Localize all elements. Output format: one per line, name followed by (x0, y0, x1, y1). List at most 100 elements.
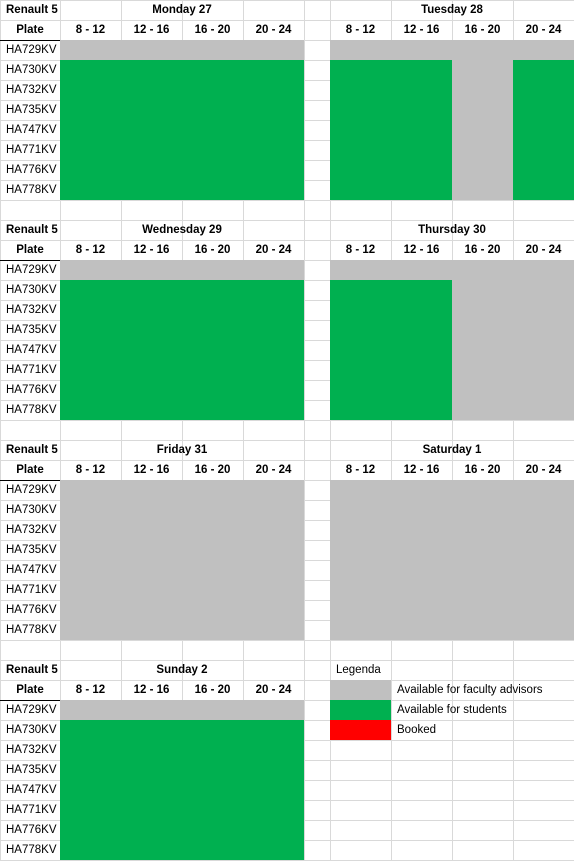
availability-cell[interactable] (243, 620, 304, 640)
availability-cell[interactable] (60, 360, 121, 380)
availability-cell[interactable] (121, 720, 182, 740)
availability-cell[interactable] (182, 260, 243, 280)
availability-cell[interactable] (60, 400, 121, 420)
availability-cell[interactable] (391, 380, 452, 400)
availability-cell[interactable] (182, 80, 243, 100)
availability-cell[interactable] (330, 560, 391, 580)
availability-cell[interactable] (182, 840, 243, 860)
availability-cell[interactable] (121, 500, 182, 520)
availability-cell[interactable] (452, 120, 513, 140)
availability-cell[interactable] (452, 580, 513, 600)
availability-cell[interactable] (182, 100, 243, 120)
availability-cell[interactable] (330, 120, 391, 140)
availability-cell[interactable] (330, 100, 391, 120)
availability-cell[interactable] (513, 320, 574, 340)
availability-cell[interactable] (60, 280, 121, 300)
availability-cell[interactable] (391, 140, 452, 160)
availability-cell[interactable] (452, 560, 513, 580)
availability-cell[interactable] (452, 500, 513, 520)
availability-cell[interactable] (452, 160, 513, 180)
availability-cell[interactable] (182, 360, 243, 380)
availability-cell[interactable] (330, 160, 391, 180)
availability-cell[interactable] (513, 560, 574, 580)
availability-cell[interactable] (182, 760, 243, 780)
availability-cell[interactable] (182, 800, 243, 820)
availability-cell[interactable] (182, 700, 243, 720)
availability-cell[interactable] (121, 480, 182, 500)
availability-cell[interactable] (330, 600, 391, 620)
availability-cell[interactable] (121, 540, 182, 560)
availability-cell[interactable] (182, 300, 243, 320)
availability-cell[interactable] (513, 540, 574, 560)
availability-cell[interactable] (243, 320, 304, 340)
availability-cell[interactable] (513, 600, 574, 620)
availability-cell[interactable] (330, 320, 391, 340)
availability-cell[interactable] (182, 120, 243, 140)
availability-cell[interactable] (391, 360, 452, 380)
availability-cell[interactable] (60, 700, 121, 720)
availability-cell[interactable] (60, 480, 121, 500)
availability-cell[interactable] (121, 620, 182, 640)
availability-cell[interactable] (243, 340, 304, 360)
availability-cell[interactable] (330, 60, 391, 80)
availability-cell[interactable] (182, 740, 243, 760)
availability-cell[interactable] (60, 820, 121, 840)
availability-cell[interactable] (121, 520, 182, 540)
availability-cell[interactable] (513, 500, 574, 520)
availability-cell[interactable] (513, 340, 574, 360)
availability-cell[interactable] (452, 360, 513, 380)
availability-cell[interactable] (513, 100, 574, 120)
availability-cell[interactable] (60, 840, 121, 860)
availability-cell[interactable] (182, 40, 243, 60)
availability-cell[interactable] (513, 620, 574, 640)
availability-cell[interactable] (182, 60, 243, 80)
availability-cell[interactable] (121, 800, 182, 820)
availability-cell[interactable] (182, 820, 243, 840)
availability-cell[interactable] (243, 780, 304, 800)
availability-cell[interactable] (60, 260, 121, 280)
availability-cell[interactable] (391, 100, 452, 120)
availability-cell[interactable] (60, 120, 121, 140)
availability-cell[interactable] (243, 360, 304, 380)
availability-cell[interactable] (513, 260, 574, 280)
availability-cell[interactable] (391, 400, 452, 420)
availability-cell[interactable] (121, 760, 182, 780)
availability-cell[interactable] (60, 740, 121, 760)
availability-cell[interactable] (452, 520, 513, 540)
availability-cell[interactable] (121, 260, 182, 280)
availability-cell[interactable] (243, 400, 304, 420)
availability-cell[interactable] (391, 500, 452, 520)
availability-cell[interactable] (330, 620, 391, 640)
availability-cell[interactable] (182, 780, 243, 800)
availability-cell[interactable] (330, 480, 391, 500)
availability-cell[interactable] (391, 480, 452, 500)
availability-cell[interactable] (330, 500, 391, 520)
availability-cell[interactable] (513, 280, 574, 300)
availability-cell[interactable] (391, 620, 452, 640)
availability-cell[interactable] (391, 580, 452, 600)
availability-cell[interactable] (452, 280, 513, 300)
availability-cell[interactable] (182, 380, 243, 400)
availability-cell[interactable] (121, 180, 182, 200)
availability-cell[interactable] (243, 740, 304, 760)
availability-cell[interactable] (182, 340, 243, 360)
availability-cell[interactable] (121, 380, 182, 400)
availability-cell[interactable] (182, 400, 243, 420)
availability-cell[interactable] (391, 540, 452, 560)
availability-cell[interactable] (60, 720, 121, 740)
availability-cell[interactable] (182, 560, 243, 580)
availability-cell[interactable] (243, 820, 304, 840)
availability-cell[interactable] (452, 380, 513, 400)
availability-cell[interactable] (243, 560, 304, 580)
availability-cell[interactable] (60, 800, 121, 820)
availability-cell[interactable] (391, 300, 452, 320)
availability-cell[interactable] (60, 80, 121, 100)
availability-cell[interactable] (243, 700, 304, 720)
availability-cell[interactable] (60, 60, 121, 80)
availability-cell[interactable] (243, 160, 304, 180)
availability-cell[interactable] (60, 160, 121, 180)
availability-cell[interactable] (452, 540, 513, 560)
availability-cell[interactable] (391, 600, 452, 620)
availability-cell[interactable] (391, 60, 452, 80)
availability-cell[interactable] (60, 560, 121, 580)
